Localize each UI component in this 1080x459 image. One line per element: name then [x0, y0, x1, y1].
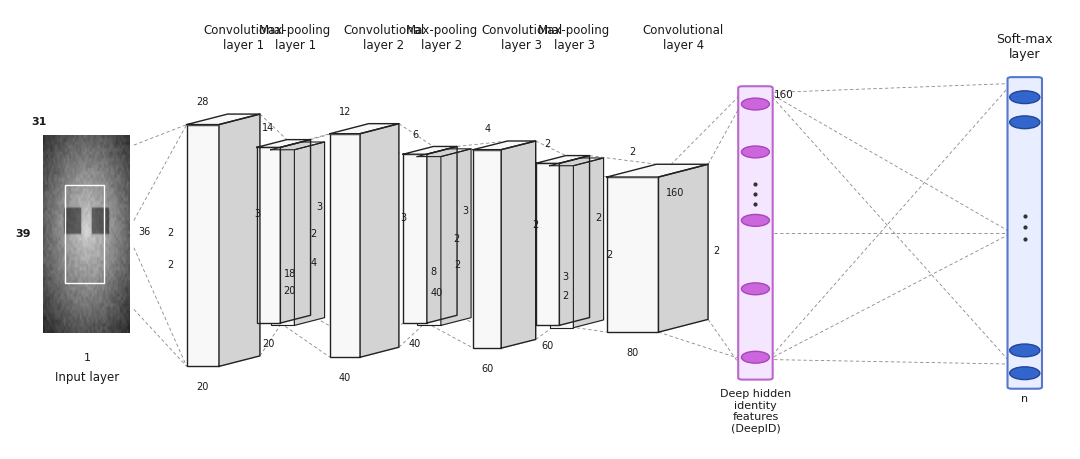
Text: 2: 2: [404, 293, 410, 303]
Text: Convolutional
layer 3: Convolutional layer 3: [481, 23, 563, 51]
Text: 2: 2: [310, 230, 316, 239]
Circle shape: [742, 98, 769, 110]
Text: 1: 1: [72, 272, 79, 282]
Bar: [271, 150, 295, 325]
Polygon shape: [441, 149, 471, 325]
Text: 2: 2: [167, 260, 174, 270]
Circle shape: [742, 146, 769, 158]
Text: 20: 20: [197, 382, 210, 392]
Text: 2: 2: [563, 291, 569, 301]
Text: 2: 2: [454, 260, 460, 270]
Text: Convolutional
layer 4: Convolutional layer 4: [643, 23, 724, 51]
Bar: [607, 177, 659, 332]
Bar: [257, 147, 281, 323]
Bar: [187, 124, 219, 366]
Text: 6: 6: [411, 129, 418, 140]
Text: Soft-max
layer: Soft-max layer: [997, 33, 1053, 61]
Polygon shape: [417, 149, 471, 157]
Text: 2: 2: [544, 139, 551, 149]
Text: 2: 2: [454, 234, 460, 244]
Circle shape: [1010, 367, 1040, 380]
Text: 3: 3: [254, 209, 260, 219]
Polygon shape: [257, 140, 311, 147]
Circle shape: [742, 283, 769, 295]
Text: 2: 2: [630, 147, 636, 157]
Bar: [403, 154, 427, 323]
Polygon shape: [295, 142, 325, 325]
Circle shape: [1010, 91, 1040, 104]
Text: 8: 8: [430, 268, 436, 277]
Text: 2: 2: [266, 298, 271, 308]
Text: 4: 4: [311, 258, 318, 269]
FancyBboxPatch shape: [739, 86, 772, 380]
Polygon shape: [659, 164, 708, 332]
Text: Max-pooling
layer 3: Max-pooling layer 3: [538, 23, 610, 51]
Text: 14: 14: [262, 123, 274, 133]
Text: 2: 2: [714, 246, 719, 256]
Text: 2: 2: [595, 213, 602, 223]
Text: 2: 2: [532, 220, 539, 230]
Text: Max-pooling
layer 2: Max-pooling layer 2: [406, 23, 478, 51]
Polygon shape: [219, 114, 260, 366]
Text: 160: 160: [666, 188, 685, 197]
FancyBboxPatch shape: [1008, 77, 1042, 389]
Bar: [65, 185, 104, 283]
Text: 1: 1: [84, 353, 91, 363]
Polygon shape: [281, 140, 311, 323]
Text: 2: 2: [167, 229, 174, 238]
Text: 3: 3: [316, 202, 322, 212]
Text: 39: 39: [15, 229, 30, 239]
Text: 18: 18: [284, 269, 296, 279]
Polygon shape: [360, 123, 399, 357]
Circle shape: [742, 351, 769, 363]
Text: n: n: [1022, 394, 1028, 404]
Bar: [473, 150, 501, 348]
Text: 40: 40: [430, 288, 443, 297]
Text: Deep hidden
identity
features
(DeepID): Deep hidden identity features (DeepID): [719, 389, 791, 434]
Text: 80: 80: [626, 348, 638, 358]
Text: 3: 3: [401, 213, 406, 224]
Circle shape: [1010, 116, 1040, 129]
Polygon shape: [501, 141, 536, 348]
Polygon shape: [271, 142, 325, 150]
Text: 20: 20: [284, 286, 296, 297]
Polygon shape: [473, 141, 536, 150]
Text: 31: 31: [31, 117, 46, 127]
Text: 28: 28: [197, 97, 210, 107]
Circle shape: [742, 214, 769, 226]
Bar: [550, 166, 573, 328]
Polygon shape: [330, 123, 399, 134]
Text: 36: 36: [138, 227, 150, 237]
Polygon shape: [427, 146, 457, 323]
Text: 40: 40: [339, 373, 351, 383]
Text: 20: 20: [262, 339, 274, 349]
Text: 4: 4: [72, 197, 79, 207]
Bar: [330, 134, 360, 357]
Text: 2: 2: [541, 291, 548, 301]
Polygon shape: [550, 158, 604, 166]
Text: 40: 40: [409, 339, 421, 349]
Polygon shape: [403, 146, 457, 154]
Text: Max-pooling
layer 1: Max-pooling layer 1: [259, 23, 332, 51]
Text: Convolutional
layer 1: Convolutional layer 1: [203, 23, 284, 51]
Bar: [417, 157, 441, 325]
Polygon shape: [559, 156, 590, 325]
Text: 12: 12: [339, 107, 351, 117]
Text: Convolutional
layer 2: Convolutional layer 2: [343, 23, 424, 51]
Text: 3: 3: [563, 272, 569, 282]
Polygon shape: [187, 114, 260, 124]
Polygon shape: [607, 164, 708, 177]
Text: 160: 160: [773, 90, 794, 101]
Text: 4: 4: [72, 234, 79, 244]
Text: 4: 4: [484, 124, 490, 134]
Text: 60: 60: [481, 364, 494, 374]
Circle shape: [1010, 344, 1040, 357]
Text: 3: 3: [462, 206, 469, 216]
Bar: [536, 163, 559, 325]
Text: Input layer: Input layer: [55, 371, 120, 384]
Text: 2: 2: [606, 250, 612, 260]
Polygon shape: [536, 156, 590, 163]
Text: 60: 60: [541, 341, 554, 351]
Polygon shape: [573, 158, 604, 328]
